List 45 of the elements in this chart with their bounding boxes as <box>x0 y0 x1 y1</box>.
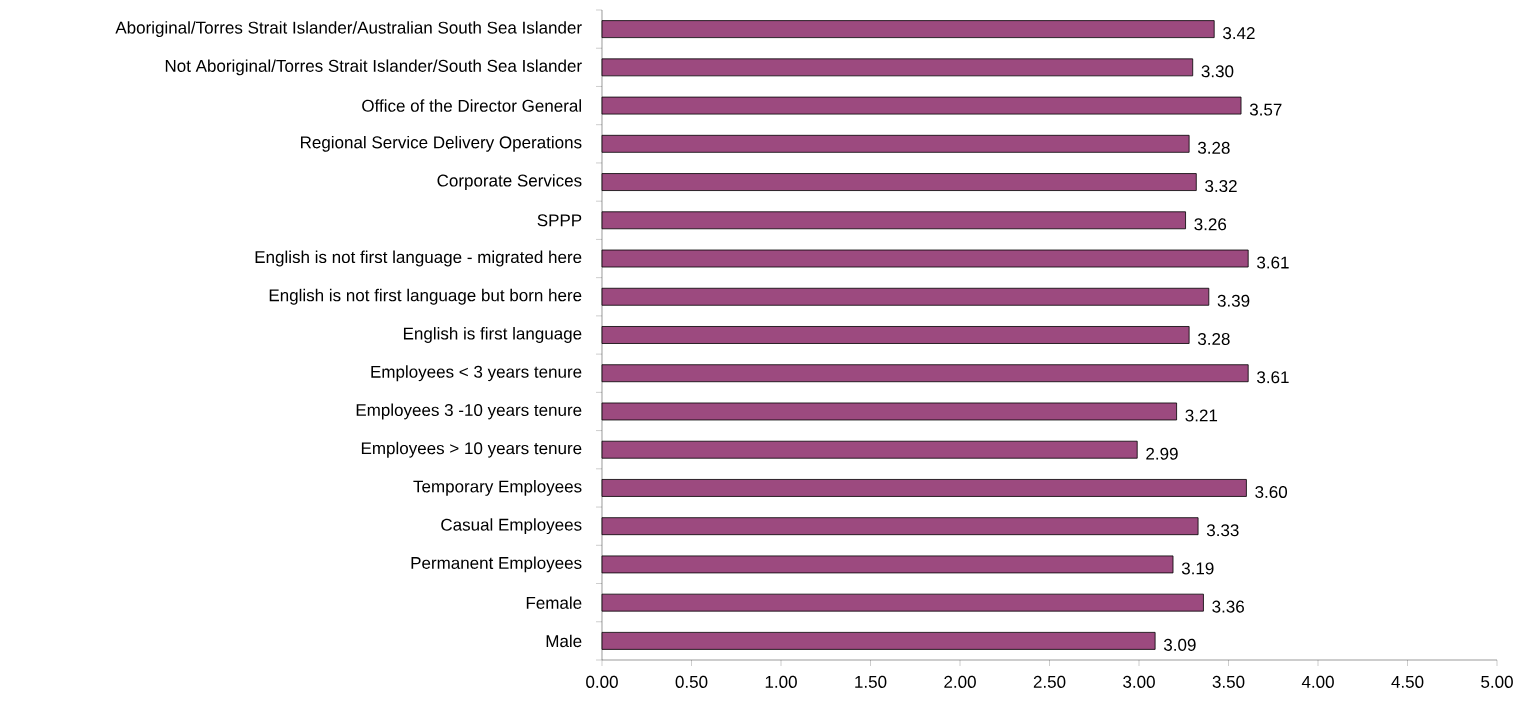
data-label: 3.39 <box>1217 294 1250 307</box>
data-label: 2.99 <box>1146 447 1178 460</box>
y-tick-label: English is not first language - migrated here <box>255 250 582 267</box>
y-tick-label: Regional Service Delivery Operations <box>301 135 582 152</box>
x-tick-label: 3.50 <box>1212 675 1245 688</box>
y-tick-label: Office of the Director General <box>362 99 581 112</box>
data-label: 3.61 <box>1257 371 1289 384</box>
x-tick-label: 2.00 <box>944 675 976 688</box>
data-label: 3.28 <box>1197 332 1230 346</box>
y-tick-label: Employees 3 -10 years tenure <box>356 403 582 420</box>
y-tick-label: Not Aboriginal/Torres Strait Islander/South Sea Islander <box>165 59 582 76</box>
y-tick-label: Corporate Services <box>437 174 582 190</box>
x-tick-label: 2.50 <box>1033 675 1066 688</box>
x-tick-label: 4.00 <box>1301 675 1334 688</box>
data-label: 3.21 <box>1185 409 1218 422</box>
y-tick-label: English is not first language but born here <box>269 288 582 305</box>
y-tick-label: English is first language <box>403 327 582 343</box>
x-tick-label: 3.00 <box>1123 675 1155 688</box>
data-label: 3.26 <box>1194 218 1227 231</box>
x-tick-label: 0.00 <box>586 675 618 688</box>
y-tick-label: Employees > 10 years tenure <box>361 441 582 458</box>
y-tick-label: Permanent Employees <box>411 556 582 573</box>
data-label: 3.33 <box>1206 524 1239 537</box>
data-label: 3.36 <box>1212 600 1244 613</box>
data-label: 3.32 <box>1205 180 1237 193</box>
y-tick-label: Temporary Employees <box>413 480 582 496</box>
x-tick-label: 0.50 <box>675 675 708 688</box>
x-tick-label: 1.50 <box>855 675 887 688</box>
x-tick-label: 5.00 <box>1481 675 1513 688</box>
data-label: 3.42 <box>1223 27 1255 40</box>
data-label: 3.09 <box>1163 638 1196 651</box>
data-label: 3.30 <box>1201 65 1234 78</box>
x-tick-label: 1.00 <box>765 675 797 688</box>
data-label: 3.60 <box>1255 485 1288 498</box>
data-label: 3.61 <box>1257 256 1289 269</box>
y-tick-label: Employees < 3 years tenure <box>371 365 582 382</box>
y-tick-label: Casual Employees <box>441 518 582 535</box>
y-tick-label: SPPP <box>537 214 582 227</box>
y-tick-label: Female <box>526 596 582 609</box>
data-label: 3.57 <box>1249 103 1282 116</box>
data-label: 3.28 <box>1197 141 1230 154</box>
y-tick-label: Aboriginal/Torres Strait Islander/Australian South Sea Islander <box>115 21 582 38</box>
x-tick-label: 4.50 <box>1391 675 1424 688</box>
data-label: 3.19 <box>1181 562 1214 575</box>
y-tick-label: Male <box>546 634 582 648</box>
